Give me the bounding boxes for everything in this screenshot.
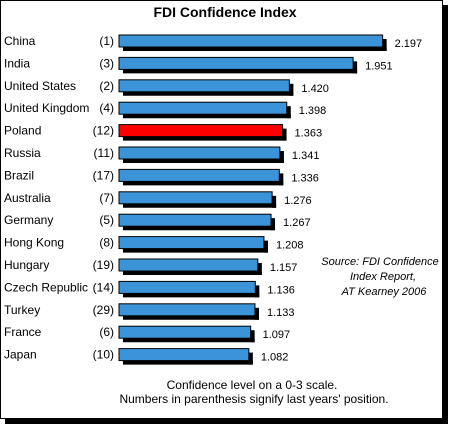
bar-shadow-side-russia xyxy=(279,151,284,163)
bar-shadow-bottom-japan xyxy=(123,360,253,365)
bar-shadow-bottom-hong-kong xyxy=(123,248,268,253)
bar-shadow-bottom-australia xyxy=(123,203,277,208)
bar-shadow-bottom-china xyxy=(123,47,387,51)
value-label-united-kingdom: 1.398 xyxy=(299,105,327,117)
bar-shadow-bottom-brazil xyxy=(123,181,284,186)
value-label-hungary: 1.157 xyxy=(270,262,298,274)
previous-position-russia: (11) xyxy=(94,146,114,160)
value-label-japan: 1.082 xyxy=(261,352,289,364)
category-label-india: India xyxy=(4,56,30,70)
value-label-australia: 1.276 xyxy=(284,195,312,207)
value-label-turkey: 1.133 xyxy=(267,307,295,319)
bars-group: China (1) 2.197 India (3) 1.951 United States (… xyxy=(4,34,422,365)
category-label-united-states: United States xyxy=(4,79,76,93)
bar-shadow-side-india xyxy=(353,61,358,74)
bar-shadow-side-japan xyxy=(248,352,253,365)
bar-shadow-bottom-turkey xyxy=(123,315,259,320)
bar-shadow-side-china xyxy=(382,39,387,51)
bar-shadow-side-hungary xyxy=(257,263,262,275)
previous-position-china: (1) xyxy=(99,34,114,48)
previous-position-united-states: (2) xyxy=(99,79,114,93)
value-label-brazil: 1.336 xyxy=(291,172,319,184)
source-line-2: Index Report, xyxy=(350,271,416,283)
source-line-3: AT Kearney 2006 xyxy=(341,286,428,298)
category-label-turkey: Turkey xyxy=(4,303,40,317)
previous-position-czech-republic: (14) xyxy=(93,280,114,294)
value-label-germany: 1.267 xyxy=(283,217,311,229)
bar-poland xyxy=(118,124,284,138)
previous-position-hong-kong: (8) xyxy=(99,236,114,250)
previous-position-united-kingdom: (4) xyxy=(99,101,114,115)
bar-shadow-side-poland xyxy=(282,128,287,141)
category-label-russia: Russia xyxy=(4,146,41,160)
bar-shadow-bottom-france xyxy=(123,338,255,343)
category-label-france: France xyxy=(4,325,42,339)
footnote-line-1: Confidence level on a 0-3 scale. xyxy=(167,378,338,392)
previous-position-france: (6) xyxy=(99,325,114,339)
chart-title: FDI Confidence Index xyxy=(153,4,296,20)
bar-china xyxy=(118,34,384,48)
bar-shadow-bottom-hungary xyxy=(123,271,262,275)
previous-position-germany: (5) xyxy=(99,213,114,227)
bar-shadow-bottom-russia xyxy=(123,159,284,163)
bar-shadow-side-hong-kong xyxy=(263,240,268,253)
bar-india xyxy=(118,56,354,70)
category-label-brazil: Brazil xyxy=(4,168,34,182)
category-label-hong-kong: Hong Kong xyxy=(4,236,64,250)
bar-shadow-side-united-kingdom xyxy=(286,106,291,119)
bar-russia xyxy=(118,146,281,160)
bar-united-states xyxy=(118,79,290,93)
bar-czech-republic xyxy=(118,280,256,294)
bar-shadow-side-brazil xyxy=(279,173,284,186)
bar-shadow-side-turkey xyxy=(254,307,259,320)
previous-position-turkey: (29) xyxy=(93,303,114,317)
bar-shadow-bottom-poland xyxy=(123,136,287,141)
category-label-czech-republic: Czech Republic xyxy=(4,280,88,294)
bar-shadow-bottom-czech-republic xyxy=(123,293,260,298)
previous-position-india: (3) xyxy=(99,56,114,70)
value-label-united-states: 1.420 xyxy=(301,83,329,95)
bar-hungary xyxy=(118,258,259,272)
category-label-united-kingdom: United Kingdom xyxy=(4,101,89,115)
previous-position-poland: (12) xyxy=(93,124,114,138)
bar-japan xyxy=(118,348,250,362)
previous-position-japan: (10) xyxy=(93,348,114,362)
previous-position-hungary: (19) xyxy=(93,258,114,272)
bar-shadow-bottom-united-kingdom xyxy=(123,114,291,119)
bar-shadow-side-australia xyxy=(272,195,277,208)
previous-position-brazil: (17) xyxy=(93,168,114,182)
previous-position-australia: (7) xyxy=(99,191,114,205)
source-line-1: Source: FDI Confidence xyxy=(321,256,438,268)
category-label-hungary: Hungary xyxy=(4,258,49,272)
value-label-hong-kong: 1.208 xyxy=(276,240,304,252)
bar-germany xyxy=(118,213,272,227)
bar-shadow-bottom-united-states xyxy=(123,91,294,96)
category-label-japan: Japan xyxy=(4,348,37,362)
bar-turkey xyxy=(118,303,256,317)
bar-shadow-side-czech-republic xyxy=(255,285,260,298)
value-label-russia: 1.341 xyxy=(292,150,320,162)
bar-shadow-side-germany xyxy=(271,218,276,231)
value-label-czech-republic: 1.136 xyxy=(267,284,295,296)
category-label-china: China xyxy=(4,34,36,48)
bar-shadow-bottom-india xyxy=(123,69,358,74)
value-label-china: 2.197 xyxy=(395,38,423,50)
bar-shadow-side-united-states xyxy=(289,83,294,96)
value-label-france: 1.097 xyxy=(263,329,291,341)
category-label-poland: Poland xyxy=(4,124,41,138)
bar-shadow-bottom-germany xyxy=(123,226,276,231)
bar-australia xyxy=(118,191,273,205)
category-label-australia: Australia xyxy=(4,191,51,205)
bar-brazil xyxy=(118,168,280,182)
value-label-india: 1.951 xyxy=(365,60,393,72)
bar-hong-kong xyxy=(118,236,265,250)
category-label-germany: Germany xyxy=(4,213,53,227)
bar-united-kingdom xyxy=(118,101,288,115)
value-label-poland: 1.363 xyxy=(295,128,323,140)
footnote-line-2: Numbers in parenthesis signify last year… xyxy=(119,392,388,406)
bar-shadow-side-france xyxy=(250,330,255,343)
bar-france xyxy=(118,325,252,339)
